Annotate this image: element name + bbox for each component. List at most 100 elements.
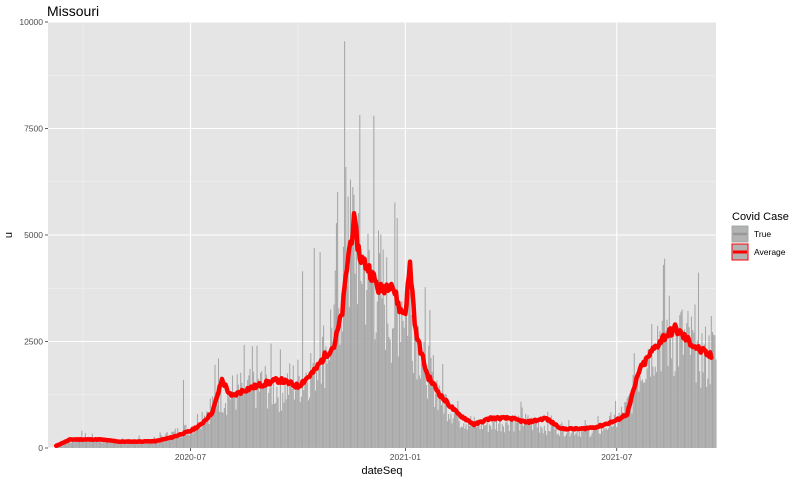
bar xyxy=(326,363,328,448)
average-line xyxy=(53,211,714,449)
bar xyxy=(255,408,257,448)
bar xyxy=(441,405,443,448)
bar xyxy=(664,258,666,448)
bar xyxy=(270,343,272,448)
bar xyxy=(234,396,236,448)
bar xyxy=(478,425,480,448)
y-tick-label: 10000 xyxy=(19,17,43,27)
bar xyxy=(563,436,565,448)
bar xyxy=(639,375,641,448)
bar xyxy=(509,420,511,448)
bar xyxy=(674,371,676,448)
bar xyxy=(332,349,334,448)
bar xyxy=(257,378,259,448)
bar xyxy=(558,435,561,448)
bar xyxy=(710,315,712,448)
bar xyxy=(529,425,531,448)
bar xyxy=(390,362,392,448)
bar xyxy=(366,290,368,448)
bar xyxy=(432,355,434,448)
bar xyxy=(427,398,429,448)
bar xyxy=(667,365,669,448)
bar xyxy=(367,233,369,448)
bar xyxy=(423,341,425,448)
bar xyxy=(182,379,184,448)
bar xyxy=(354,273,356,448)
bar xyxy=(422,356,424,448)
bar xyxy=(571,428,573,448)
bar xyxy=(519,430,521,448)
bar xyxy=(675,326,677,448)
bar xyxy=(68,438,70,448)
bar xyxy=(260,372,262,448)
bar xyxy=(379,253,381,448)
bar xyxy=(601,425,603,448)
bar xyxy=(207,412,209,448)
bar xyxy=(102,437,104,448)
bar xyxy=(111,440,113,448)
bar xyxy=(683,329,685,448)
bar xyxy=(634,382,636,448)
bar xyxy=(466,429,468,448)
bar xyxy=(564,436,566,448)
bar xyxy=(389,339,391,448)
bar xyxy=(557,433,559,448)
bar xyxy=(629,393,631,448)
bar xyxy=(334,270,336,448)
bar xyxy=(384,349,387,448)
bar xyxy=(460,426,462,448)
bar xyxy=(290,378,292,448)
bar xyxy=(258,391,260,448)
bar xyxy=(195,426,197,448)
bar xyxy=(590,435,592,448)
bar xyxy=(226,415,228,448)
bar xyxy=(185,424,187,448)
bar xyxy=(632,375,634,448)
bar xyxy=(128,441,130,448)
bar xyxy=(292,365,294,448)
bar xyxy=(243,344,245,448)
bar xyxy=(532,430,534,448)
bar xyxy=(375,332,377,448)
bar xyxy=(695,382,697,448)
bar xyxy=(64,440,67,448)
bar xyxy=(439,399,441,448)
bar xyxy=(682,354,684,448)
bar xyxy=(493,419,495,448)
bar xyxy=(636,380,638,448)
bar xyxy=(161,436,163,448)
bar xyxy=(402,320,404,448)
bar xyxy=(401,301,403,448)
bar xyxy=(387,323,389,448)
bar xyxy=(327,353,329,448)
bar xyxy=(386,257,388,448)
bar xyxy=(184,425,186,448)
bar xyxy=(241,382,243,448)
bar xyxy=(546,435,548,448)
bar xyxy=(66,441,68,448)
bar xyxy=(603,422,605,448)
bar xyxy=(513,431,515,448)
bar xyxy=(83,438,85,448)
bar xyxy=(88,437,90,448)
bar xyxy=(163,437,165,448)
bar xyxy=(539,432,541,448)
bar xyxy=(249,368,251,448)
bar xyxy=(118,442,120,448)
bar xyxy=(417,326,419,448)
bar xyxy=(462,427,464,448)
bar xyxy=(194,428,196,448)
bar xyxy=(588,427,590,448)
bar xyxy=(409,292,411,448)
bar xyxy=(404,291,406,448)
bar xyxy=(681,309,683,448)
bar xyxy=(276,386,278,448)
bar xyxy=(70,442,72,448)
bar xyxy=(331,327,333,448)
bar xyxy=(77,439,79,448)
bar xyxy=(553,425,555,448)
bar xyxy=(633,353,635,448)
bar xyxy=(316,368,318,448)
bar xyxy=(318,366,320,448)
